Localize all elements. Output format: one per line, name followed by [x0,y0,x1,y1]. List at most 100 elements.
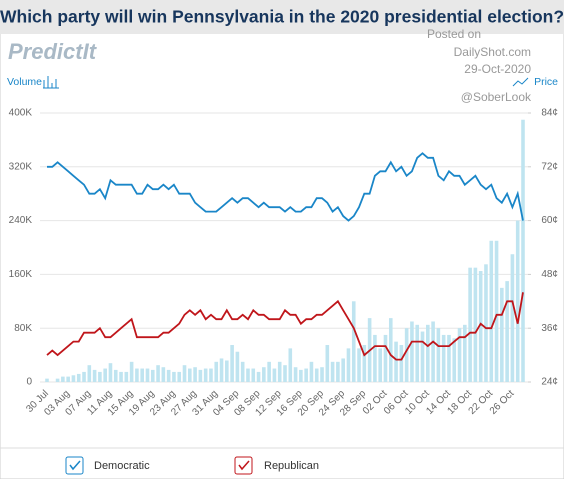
bar [113,369,118,382]
bar [156,365,160,382]
bar [346,348,351,382]
bar [309,361,314,382]
bar [82,371,86,382]
bar [87,365,92,382]
bar [362,345,367,382]
annotation: Posted on [427,27,481,41]
bar [246,368,250,382]
bar [198,369,203,382]
bar [188,368,192,382]
bar [510,254,515,382]
bar [219,358,224,382]
bar [314,368,319,382]
bar [404,328,409,382]
chart-title: Which party will win Pennsylvania in the… [0,7,564,27]
y2-tick-label: 24¢ [541,377,558,388]
bar [92,369,97,382]
bar [251,368,256,382]
bar [500,287,504,382]
bar [193,367,197,382]
bar [283,365,287,382]
annotation: @SoberLook [461,90,532,104]
bar [108,363,113,382]
y-tick-label: 0 [26,377,32,388]
bar [383,334,388,382]
bar [272,368,277,382]
check [69,460,81,471]
bar [135,368,139,382]
bar [161,367,166,382]
bar [235,351,240,382]
y-tick-label: 240K [9,215,33,226]
y2-tick-label: 36¢ [541,323,558,334]
bar [420,331,425,382]
volume-icon [43,76,59,89]
bar [473,267,478,382]
y2-tick-label: 48¢ [541,269,558,280]
line [47,152,524,222]
bar [66,376,70,382]
bar [293,367,298,382]
bar [45,378,49,382]
y2-tick-label: 84¢ [541,108,558,119]
bar [457,328,462,382]
y-tick-label: 320K [9,161,33,172]
bar [129,361,134,382]
bar [71,375,76,382]
y-axis-label: Volume [7,76,42,88]
legend-checkbox[interactable] [65,456,84,475]
logo: PredictIt [8,39,98,64]
bar [320,367,324,382]
bar [351,301,356,382]
bar [61,376,65,382]
bar [230,345,234,382]
bar [452,338,457,382]
annotation: 29-Oct-2020 [464,62,531,76]
price-icon [512,77,529,87]
bar [336,361,340,382]
bar [209,368,213,382]
bar [166,369,171,382]
bar [373,334,377,382]
legend-item[interactable]: Democratic [65,456,150,475]
bar [119,371,123,382]
bar [515,220,520,382]
bar [172,371,176,382]
bar [267,361,271,382]
bar [426,324,430,382]
legend-label: Republican [264,460,319,472]
bar [225,360,229,382]
bar [76,373,81,382]
bar [463,324,467,382]
bar [256,371,261,382]
y2-tick-label: 60¢ [541,215,558,226]
legend-item[interactable]: Republican [234,456,319,475]
bar [330,361,335,382]
y-tick-label: 400K [9,108,33,119]
bar [177,371,182,382]
bar [410,321,414,382]
title-bar [0,0,564,34]
bar [103,368,107,382]
y-tick-label: 80K [14,323,32,334]
bar [415,324,420,382]
bar [277,361,282,382]
bar [124,371,129,382]
bar [150,369,155,382]
bar [441,334,446,382]
bar [240,361,245,382]
bar [98,371,102,382]
check [238,460,250,471]
bar [431,321,435,382]
bar [140,368,144,382]
bar [325,345,330,382]
bar [262,367,266,382]
bar [388,318,393,382]
bar [304,368,308,382]
bar [55,378,60,382]
bar [288,348,293,382]
legend-checkbox[interactable] [234,456,253,475]
bar [478,271,483,382]
